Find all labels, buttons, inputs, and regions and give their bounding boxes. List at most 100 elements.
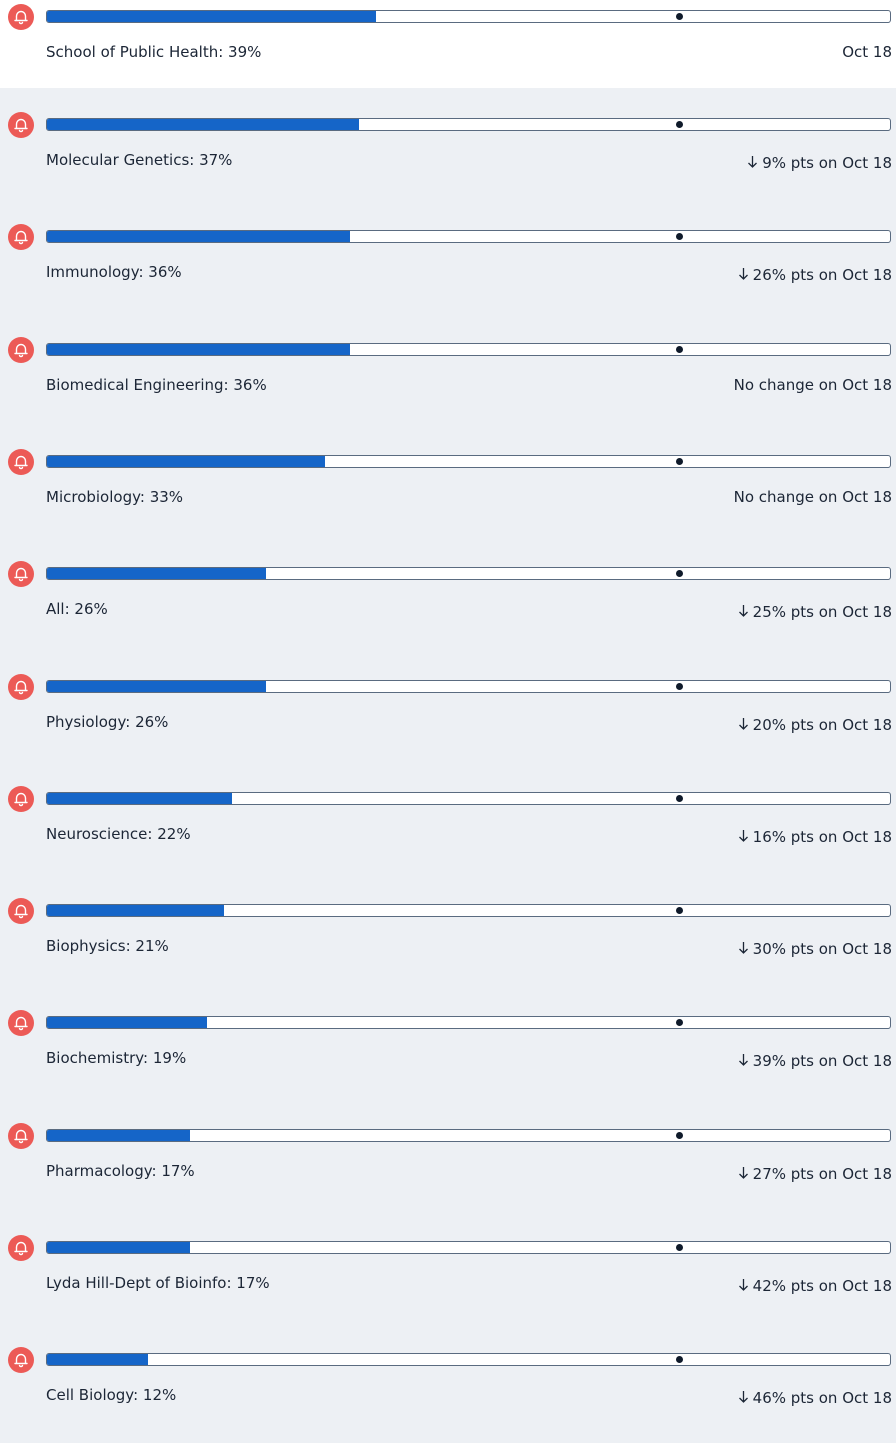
row: Microbiology: 33% No change on Oct 18 (0, 445, 896, 545)
progress-fill (47, 568, 267, 580)
progress-track (46, 1241, 891, 1254)
change-text: 27% pts on Oct 18 (738, 1165, 892, 1183)
progress-fill (47, 1354, 149, 1366)
progress-track (46, 679, 891, 693)
alert-bell[interactable] (8, 785, 34, 812)
progress-track (46, 1353, 891, 1367)
progress-track (46, 1128, 891, 1142)
row: All: 26% 25% pts on Oct 18 (0, 557, 896, 657)
page: School of Public Health: 39% Oct 18 Molecu… (0, 0, 896, 1407)
progress-fill (47, 680, 267, 692)
change-label: Oct 18 (842, 43, 892, 61)
progress-track (46, 791, 891, 805)
progress-fill (47, 792, 233, 804)
change-text: 9% pts on Oct 18 (747, 154, 892, 172)
target-marker (675, 1019, 683, 1027)
change-label: 25% pts on Oct 18 (752, 603, 892, 622)
row: School of Public Health: 39% Oct 18 (0, 0, 896, 100)
down-arrow (738, 828, 749, 846)
down-arrow (738, 1277, 749, 1295)
down-arrow (738, 1052, 749, 1070)
progress-track (46, 1016, 891, 1030)
change-label: 30% pts on Oct 18 (752, 940, 892, 959)
progress-fill (47, 231, 351, 243)
down-arrow (738, 266, 749, 284)
change-text: 39% pts on Oct 18 (738, 1052, 892, 1070)
change-text: 26% pts on Oct 18 (738, 266, 892, 284)
row-label: School of Public Health: 39% (46, 43, 262, 61)
change-label: 20% pts on Oct 18 (752, 715, 892, 734)
alert-bell[interactable] (8, 448, 34, 475)
row-label: Microbiology: 33% (46, 487, 184, 506)
row-label: Immunology: 36% (46, 263, 182, 282)
target-marker (675, 1131, 683, 1139)
target-marker (675, 570, 683, 578)
row: Pharmacology: 17% 27% pts on Oct 18 (0, 1119, 896, 1219)
target-marker (675, 1356, 683, 1364)
alert-bell[interactable] (8, 561, 34, 588)
progress-fill (47, 343, 351, 355)
change-text: No change on Oct 18 (734, 488, 892, 506)
change-label: 46% pts on Oct 18 (752, 1389, 892, 1408)
alert-bell[interactable] (8, 4, 34, 30)
row: Cell Biology: 12% 46% pts on Oct 18 (0, 1343, 896, 1443)
alert-bell[interactable] (8, 1235, 34, 1261)
target-marker (675, 121, 683, 128)
change-text: 20% pts on Oct 18 (738, 716, 892, 734)
change-text: Oct 18 (842, 43, 892, 61)
change-text: 46% pts on Oct 18 (738, 1389, 892, 1407)
target-marker (675, 233, 683, 241)
change-text: 42% pts on Oct 18 (738, 1277, 892, 1295)
change-label: 42% pts on Oct 18 (752, 1277, 892, 1295)
row: Molecular Genetics: 37% 9% pts on Oct 18 (0, 108, 896, 208)
row-label: Biochemistry: 19% (46, 1049, 187, 1068)
row: Biomedical Engineering: 36% No change on … (0, 333, 896, 433)
target-marker (675, 13, 683, 20)
row-label: Molecular Genetics: 37% (46, 151, 233, 169)
progress-track (46, 118, 891, 131)
row: Lyda Hill-Dept of Bioinfo: 17% 42% pts on… (0, 1231, 896, 1331)
progress-fill (47, 905, 225, 917)
progress-track (46, 10, 891, 23)
alert-bell[interactable] (8, 1010, 34, 1037)
row-label: Biophysics: 21% (46, 937, 169, 956)
change-text: 25% pts on Oct 18 (738, 603, 892, 621)
alert-bell[interactable] (8, 1347, 34, 1374)
alert-bell[interactable] (8, 336, 34, 363)
progress-track (46, 904, 891, 918)
alert-bell[interactable] (8, 673, 34, 700)
change-label: 39% pts on Oct 18 (752, 1052, 892, 1071)
row: Immunology: 36% 26% pts on Oct 18 (0, 220, 896, 320)
alert-bell[interactable] (8, 1122, 34, 1149)
progress-fill (47, 1017, 208, 1029)
alert-bell[interactable] (8, 112, 34, 138)
row-label: Biomedical Engineering: 36% (46, 375, 267, 394)
change-label: 9% pts on Oct 18 (762, 154, 892, 172)
row-label: Cell Biology: 12% (46, 1386, 177, 1405)
change-text: No change on Oct 18 (734, 376, 892, 394)
change-text: 16% pts on Oct 18 (738, 828, 892, 846)
progress-track (46, 342, 891, 356)
row-label: Neuroscience: 22% (46, 824, 191, 843)
down-arrow (738, 940, 749, 958)
row: Biochemistry: 19% 39% pts on Oct 18 (0, 1006, 896, 1106)
alert-bell[interactable] (8, 898, 34, 925)
progress-fill (47, 119, 359, 130)
down-arrow (747, 154, 758, 172)
row-label: All: 26% (46, 600, 108, 619)
progress-track (46, 230, 891, 244)
change-label: 27% pts on Oct 18 (752, 1164, 892, 1183)
progress-fill (47, 455, 326, 467)
progress-track (46, 567, 891, 581)
down-arrow (738, 1389, 749, 1407)
row-label: Lyda Hill-Dept of Bioinfo: 17% (46, 1274, 270, 1292)
target-marker (675, 907, 683, 915)
alert-bell[interactable] (8, 224, 34, 251)
row: Physiology: 26% 20% pts on Oct 18 (0, 670, 896, 770)
target-marker (675, 1244, 683, 1251)
progress-fill (47, 11, 376, 22)
change-label: 16% pts on Oct 18 (752, 827, 892, 846)
down-arrow (738, 716, 749, 734)
target-marker (675, 345, 683, 353)
change-label: No change on Oct 18 (733, 375, 892, 394)
